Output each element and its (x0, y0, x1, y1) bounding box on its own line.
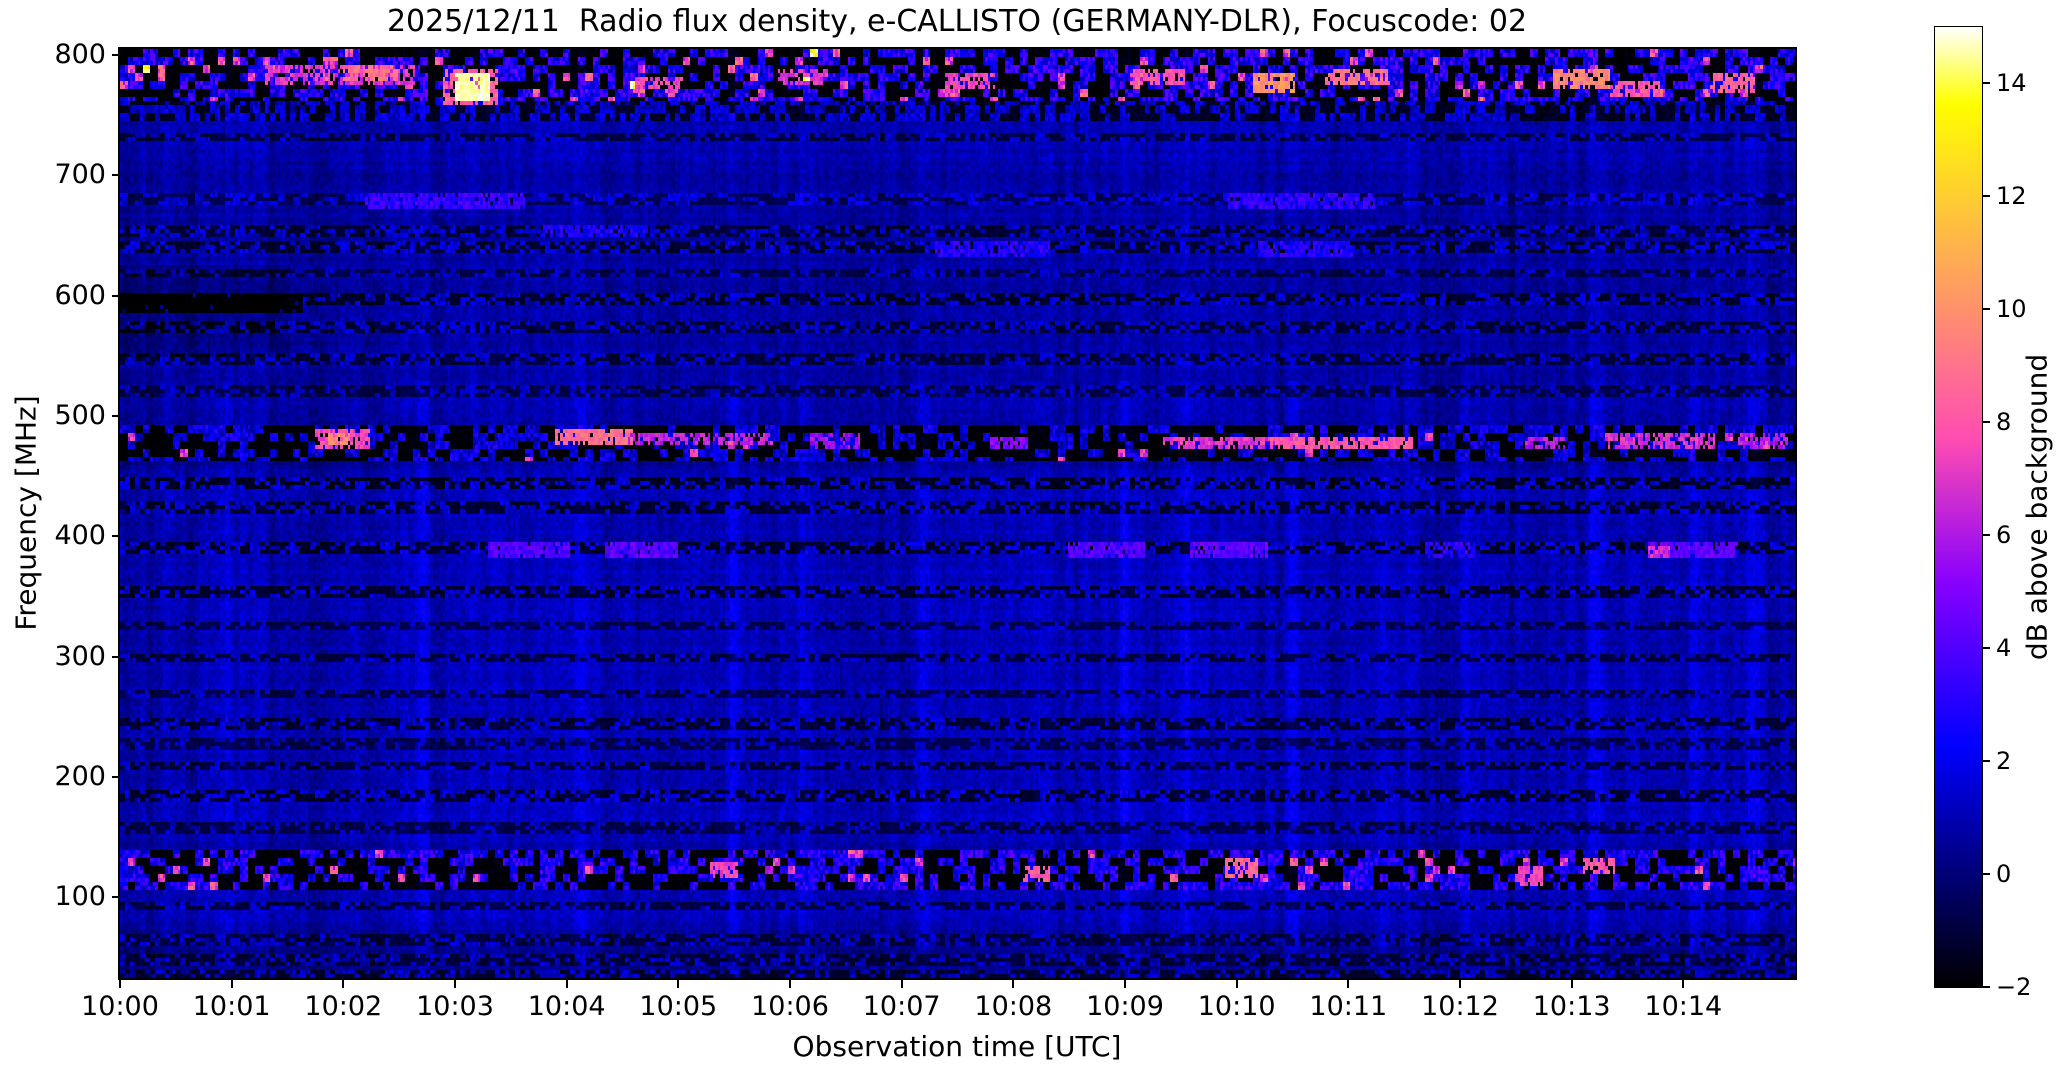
x-tick-label: 10:01 (192, 991, 271, 1022)
x-tick-mark (677, 980, 680, 988)
y-tick-label: 600 (54, 279, 106, 311)
y-tick-label: 500 (54, 400, 106, 432)
x-tick-mark (1682, 980, 1685, 988)
y-tick-mark (112, 655, 120, 658)
x-tick-label: 10:09 (1086, 991, 1164, 1022)
x-tick-label: 10:00 (81, 991, 159, 1022)
x-tick-mark (1124, 980, 1126, 988)
y-tick-mark (112, 415, 120, 418)
colorbar-tick-mark (1983, 760, 1990, 763)
x-tick-mark (342, 980, 345, 988)
x-tick-mark (1235, 980, 1238, 988)
chart-title: 2025/12/11 Radio flux density, e-CALLIST… (386, 4, 1528, 39)
y-tick-label: 200 (54, 761, 106, 793)
colorbar-tick-label: 12 (1996, 182, 2027, 211)
x-tick-mark (565, 980, 568, 988)
y-tick-mark (112, 776, 120, 779)
x-tick-mark (900, 980, 903, 988)
x-tick-label: 10:04 (527, 991, 606, 1022)
y-tick-mark (112, 294, 120, 297)
x-tick-label: 10:05 (639, 991, 718, 1022)
y-tick-label: 300 (54, 640, 106, 672)
colorbar-tick-label: 6 (1996, 521, 2012, 550)
x-tick-label: 10:13 (1532, 991, 1611, 1022)
colorbar-tick-mark (1983, 647, 1990, 650)
colorbar-tick-label: 4 (1996, 634, 2012, 663)
colorbar-tick-label: 14 (1996, 69, 2027, 98)
x-tick-mark (789, 980, 791, 988)
x-tick-mark (1012, 980, 1015, 988)
colorbar-tick-mark (1983, 421, 1990, 424)
x-tick-label: 10:02 (304, 991, 383, 1022)
x-tick-label: 10:10 (1197, 991, 1276, 1022)
x-tick-label: 10:14 (1644, 991, 1723, 1022)
y-tick-mark (112, 535, 120, 538)
y-tick-mark (112, 896, 120, 899)
colorbar-tick-mark (1983, 82, 1990, 85)
y-tick-mark (112, 54, 120, 57)
colorbar-tick-label: 10 (1996, 295, 2027, 324)
colorbar-canvas (1935, 27, 1982, 987)
x-axis-label: Observation time [UTC] (792, 1030, 1122, 1063)
y-tick-mark (112, 174, 120, 177)
x-tick-mark (1570, 980, 1573, 988)
colorbar-tick-mark (1983, 308, 1990, 311)
colorbar-tick-label: 8 (1996, 408, 2012, 437)
colorbar-tick-label: −2 (1996, 973, 2032, 1001)
x-tick-label: 10:06 (751, 991, 829, 1022)
x-tick-label: 10:03 (416, 991, 494, 1022)
colorbar-tick-mark (1983, 195, 1990, 198)
x-tick-label: 10:08 (974, 991, 1053, 1022)
x-tick-label: 10:11 (1309, 991, 1388, 1022)
x-tick-label: 10:12 (1421, 991, 1499, 1022)
colorbar-tick-mark (1983, 873, 1990, 876)
y-tick-label: 700 (54, 159, 106, 191)
colorbar-tick-mark (1983, 534, 1990, 537)
y-tick-label: 400 (54, 520, 106, 552)
colorbar-tick-mark (1983, 986, 1990, 988)
colorbar-label: dB above background (2020, 353, 2054, 661)
plot-frame (118, 47, 1797, 980)
colorbar-tick-label: 0 (1996, 860, 2012, 889)
x-tick-mark (1459, 980, 1461, 988)
x-tick-mark (119, 980, 121, 988)
y-tick-label: 100 (54, 881, 106, 913)
x-tick-mark (230, 980, 233, 988)
spectrogram-canvas (120, 49, 1795, 978)
colorbar-frame (1934, 26, 1983, 988)
y-tick-label: 800 (54, 39, 106, 71)
x-tick-mark (454, 980, 456, 988)
x-tick-label: 10:07 (862, 991, 941, 1022)
x-tick-mark (1347, 980, 1350, 988)
y-axis-label: Frequency [MHz] (9, 395, 43, 631)
colorbar-tick-label: 2 (1996, 747, 2012, 776)
